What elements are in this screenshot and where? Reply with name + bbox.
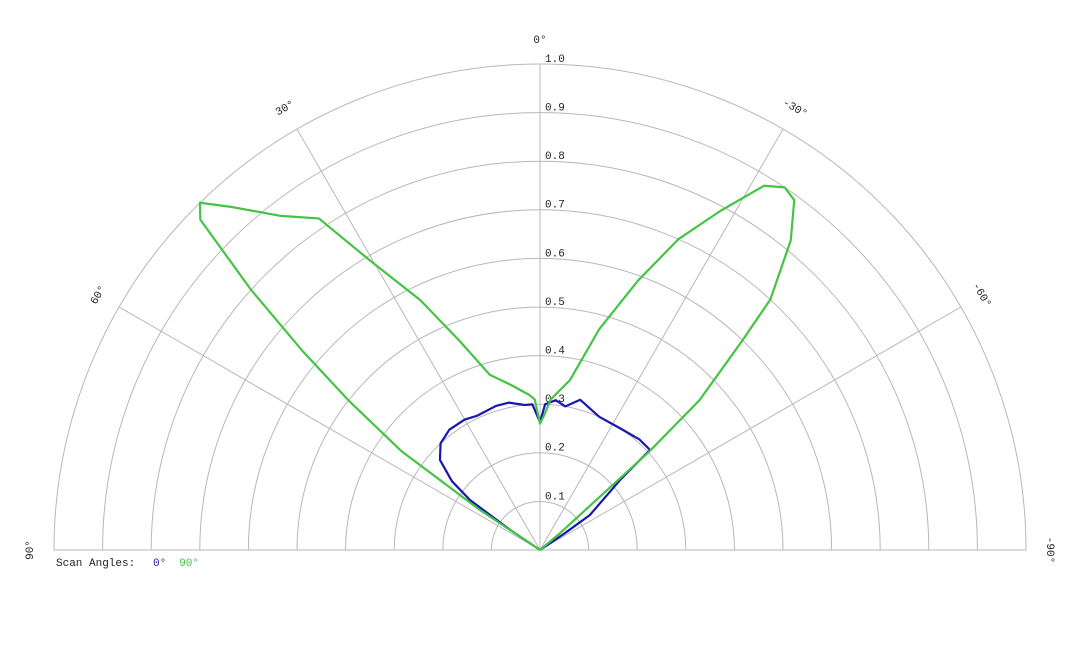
r-tick-label: 0.9 [545,103,565,115]
theta-tick-label: -30° [780,97,809,121]
theta-tick-label: -90° [1043,537,1055,563]
legend-entry: 90° [179,558,199,570]
r-tick-label: 0.4 [545,346,565,358]
r-tick-label: 0.8 [545,151,565,163]
grid-spoke [296,128,541,551]
legend-title: Scan Angles: [56,558,135,570]
theta-tick-label: 60° [89,284,109,307]
legend-entry: 0° [153,558,166,570]
r-tick-label: 0.6 [545,248,565,260]
series-line [438,398,652,551]
grid-spoke [539,128,784,551]
r-tick-label: 0.2 [545,443,565,455]
series-line [198,184,796,551]
r-tick-label: 0.5 [545,297,565,309]
grid-spoke [118,306,541,551]
theta-tick-label: -60° [969,281,993,310]
theta-tick-label: 90° [25,540,37,560]
theta-tick-label: 30° [274,99,297,119]
grid-spoke [539,306,962,551]
theta-tick-label: 0° [533,35,546,47]
r-tick-label: 0.1 [545,491,565,503]
r-tick-label: 0.7 [545,200,565,212]
r-tick-label: 1.0 [545,54,565,66]
